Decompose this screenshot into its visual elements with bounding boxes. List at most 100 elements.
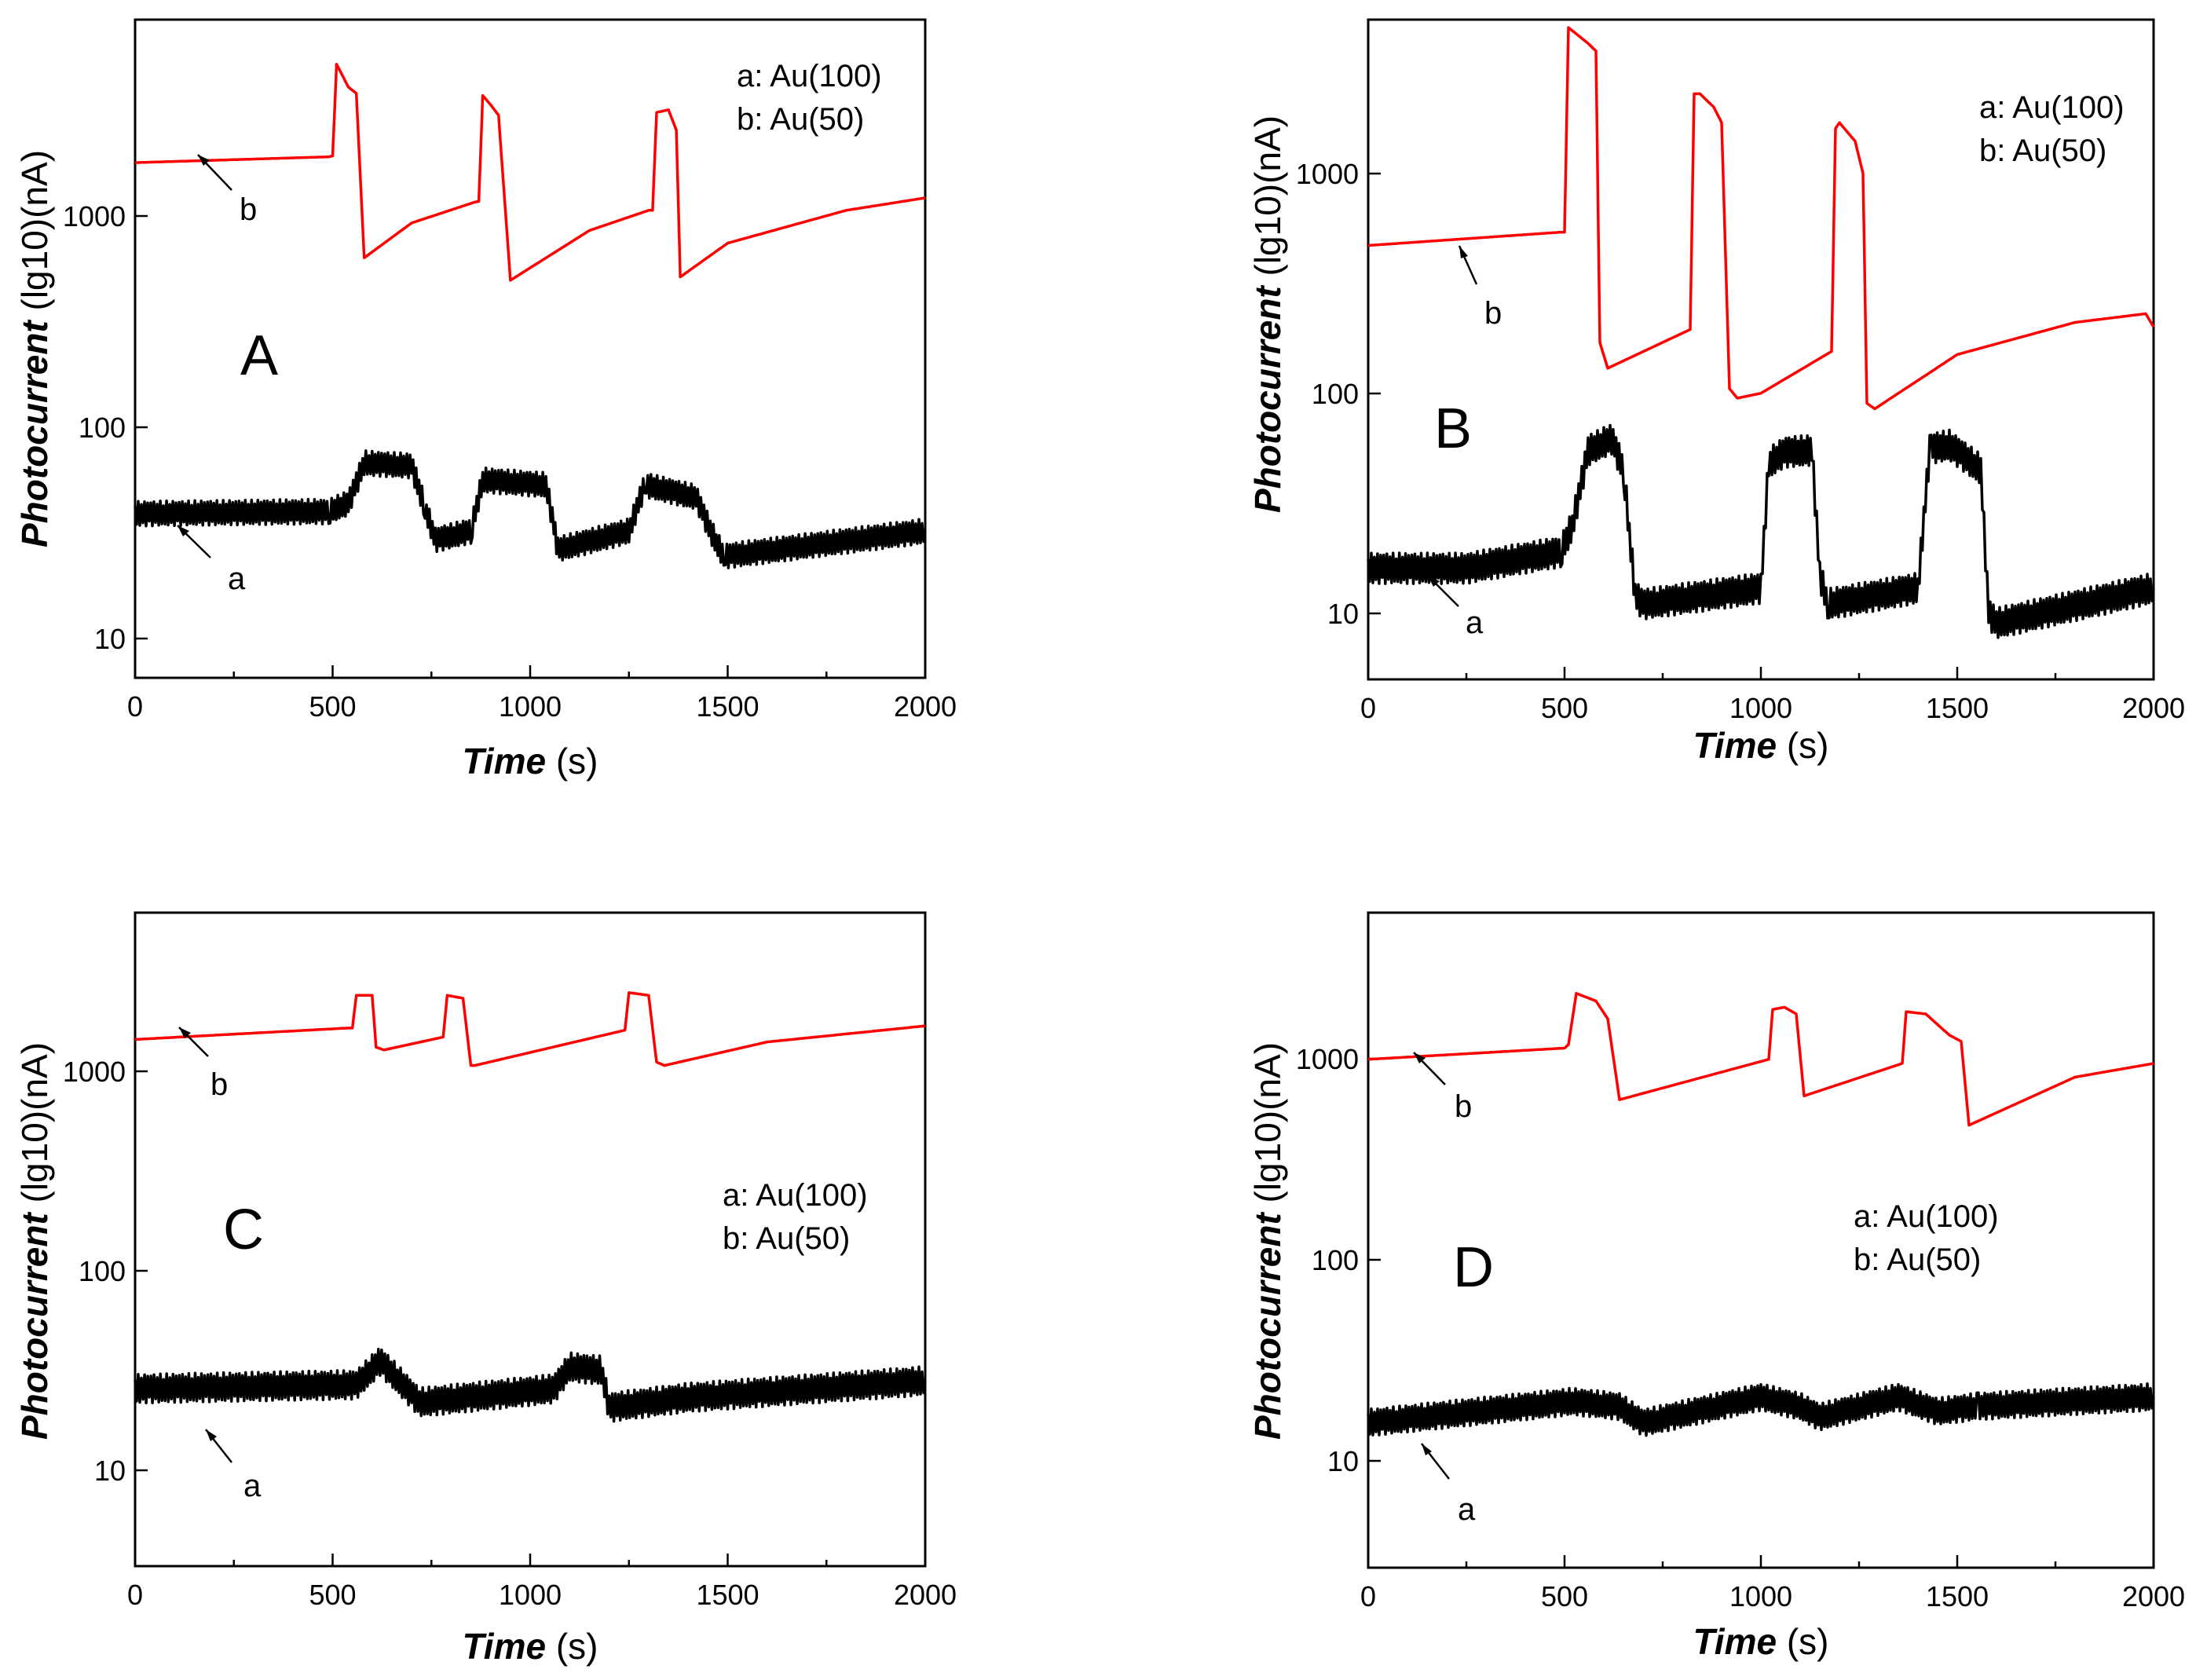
- x-tick-label-d-3: 1500: [1926, 1580, 1989, 1612]
- curve-label-c-b: b: [210, 1067, 228, 1102]
- y-axis-label-a-unit: (lg10)(nA): [14, 150, 55, 320]
- legend-d-series-b: b: Au(50): [1854, 1243, 1981, 1277]
- legend-b-series-b: b: Au(50): [1979, 134, 2106, 168]
- series-line-b-b: [1367, 26, 2155, 411]
- x-axis-label-b-em: Time: [1693, 725, 1777, 766]
- arrowhead-c-a: [206, 1429, 217, 1441]
- x-tick-label-a-3: 1500: [696, 690, 759, 723]
- x-tick-label-c-1: 500: [309, 1579, 356, 1611]
- x-tick-label-c-0: 0: [127, 1579, 143, 1611]
- series-group-b: [1367, 26, 2155, 639]
- x-tick-label-d-0: 0: [1360, 1580, 1376, 1612]
- series-line-c-b: [134, 991, 926, 1067]
- series-group-d: [1367, 991, 2155, 1437]
- legend-b-series-a: a: Au(100): [1979, 90, 2125, 125]
- y-tick-label-d-1000: 1000: [1296, 1043, 1359, 1075]
- x-axis-label-c: Time (s): [463, 1626, 598, 1667]
- y-tick-label-c-1000: 1000: [63, 1056, 126, 1088]
- panel-letter-b: B: [1434, 397, 1472, 460]
- y-tick-label-a-10: 10: [94, 623, 126, 655]
- curve-label-a-b: b: [240, 192, 257, 227]
- arrowhead-d-b: [1414, 1052, 1426, 1063]
- x-tick-label-c-3: 1500: [696, 1579, 759, 1611]
- x-axis-label-a: Time (s): [463, 741, 598, 781]
- x-tick-label-b-2: 1000: [1729, 692, 1792, 724]
- x-axis-label-c-unit: (s): [546, 1626, 598, 1667]
- y-ticks-b: [1368, 172, 1381, 615]
- x-tick-label-a-1: 500: [309, 690, 356, 723]
- panel-letter-d: D: [1453, 1236, 1494, 1299]
- x-axis-label-d-unit: (s): [1777, 1621, 1828, 1662]
- x-tick-label-b-1: 500: [1541, 692, 1588, 724]
- series-group-c: [134, 991, 927, 1423]
- y-axis-label-a: Photocurrent (lg10)(nA): [14, 150, 55, 547]
- x-axis-label-d-em: Time: [1693, 1621, 1777, 1662]
- panel-d: 0 500 1000 1500 2000 10 100 1000 Time (s…: [1247, 911, 2185, 1662]
- series-group-a: [134, 62, 927, 569]
- x-ticks-c: [134, 1554, 927, 1566]
- curve-label-d-b: b: [1455, 1089, 1472, 1124]
- x-tick-label-a-2: 1000: [499, 690, 562, 723]
- y-axis-label-a-em: Photocurrent: [14, 320, 55, 547]
- legend-a-series-a: a: Au(100): [737, 59, 882, 93]
- panel-letter-a: A: [240, 324, 278, 387]
- y-axis-label-c: Photocurrent (lg10)(nA): [14, 1042, 55, 1440]
- curve-label-c-a: a: [243, 1469, 262, 1503]
- legend-c-series-b: b: Au(50): [723, 1221, 850, 1256]
- x-axis-label-a-em: Time: [463, 741, 547, 781]
- curve-label-b-b: b: [1484, 296, 1502, 331]
- arrowhead-a-a: [178, 525, 189, 536]
- x-tick-label-b-0: 0: [1360, 692, 1376, 724]
- x-tick-label-b-4: 2000: [2122, 692, 2185, 724]
- legend-c-series-a: a: Au(100): [723, 1178, 868, 1213]
- curve-label-b-a: a: [1466, 606, 1484, 640]
- x-axis-label-a-unit: (s): [546, 741, 598, 781]
- y-tick-label-d-100: 100: [1312, 1244, 1359, 1276]
- x-axis-label-b-unit: (s): [1777, 725, 1828, 766]
- x-ticks-b: [1367, 667, 2155, 679]
- x-tick-label-d-2: 1000: [1729, 1580, 1792, 1612]
- y-tick-label-b-1000: 1000: [1296, 158, 1359, 190]
- panel-a: 0 500 1000 1500 2000 10 100 1000 Time (s…: [14, 18, 957, 781]
- x-tick-label-a-4: 2000: [894, 690, 957, 723]
- x-tick-label-c-4: 2000: [894, 1579, 957, 1611]
- x-tick-label-d-4: 2000: [2122, 1580, 2185, 1612]
- arrowhead-b-a: [1428, 576, 1440, 587]
- y-axis-label-c-em: Photocurrent: [14, 1212, 55, 1440]
- y-tick-label-c-100: 100: [79, 1255, 126, 1287]
- x-ticks-a: [134, 665, 927, 678]
- y-ticks-a: [135, 214, 148, 640]
- series-line-c-a: [134, 1347, 927, 1423]
- x-axis-label-c-em: Time: [463, 1626, 547, 1667]
- y-tick-label-b-100: 100: [1312, 378, 1359, 410]
- y-axis-label-c-unit: (lg10)(nA): [14, 1042, 55, 1213]
- x-tick-label-a-0: 0: [127, 690, 143, 723]
- y-tick-label-b-10: 10: [1327, 598, 1359, 630]
- series-line-d-a: [1367, 1382, 2155, 1437]
- series-line-a-b: [134, 62, 926, 282]
- y-axis-label-b-unit: (lg10)(nA): [1247, 115, 1288, 286]
- x-tick-label-d-1: 500: [1541, 1580, 1588, 1612]
- curve-label-a-a: a: [228, 562, 246, 596]
- x-tick-label-b-3: 1500: [1926, 692, 1989, 724]
- panel-c: 0 500 1000 1500 2000 10 100 1000 Time (s…: [14, 911, 957, 1667]
- series-line-b-a: [1367, 423, 2155, 639]
- arrowhead-b-b: [1459, 246, 1468, 258]
- arrowhead-c-b: [179, 1027, 191, 1038]
- y-axis-label-d-unit: (lg10)(nA): [1247, 1042, 1288, 1213]
- series-line-d-b: [1367, 991, 2154, 1127]
- x-ticks-d: [1367, 1555, 2155, 1568]
- y-axis-label-b-em: Photocurrent: [1247, 285, 1288, 513]
- series-line-a-a: [134, 449, 927, 569]
- y-axis-label-b: Photocurrent (lg10)(nA): [1247, 115, 1288, 513]
- legend-a-series-b: b: Au(50): [737, 102, 864, 137]
- arrowhead-d-a: [1422, 1444, 1432, 1455]
- x-axis-label-d: Time (s): [1693, 1621, 1829, 1662]
- x-tick-label-c-2: 1000: [499, 1579, 562, 1611]
- y-tick-label-a-1000: 1000: [63, 200, 126, 232]
- y-axis-label-d: Photocurrent (lg10)(nA): [1247, 1042, 1288, 1440]
- arrowhead-a-b: [198, 155, 210, 166]
- y-tick-label-d-10: 10: [1327, 1445, 1359, 1477]
- y-axis-label-d-em: Photocurrent: [1247, 1212, 1288, 1440]
